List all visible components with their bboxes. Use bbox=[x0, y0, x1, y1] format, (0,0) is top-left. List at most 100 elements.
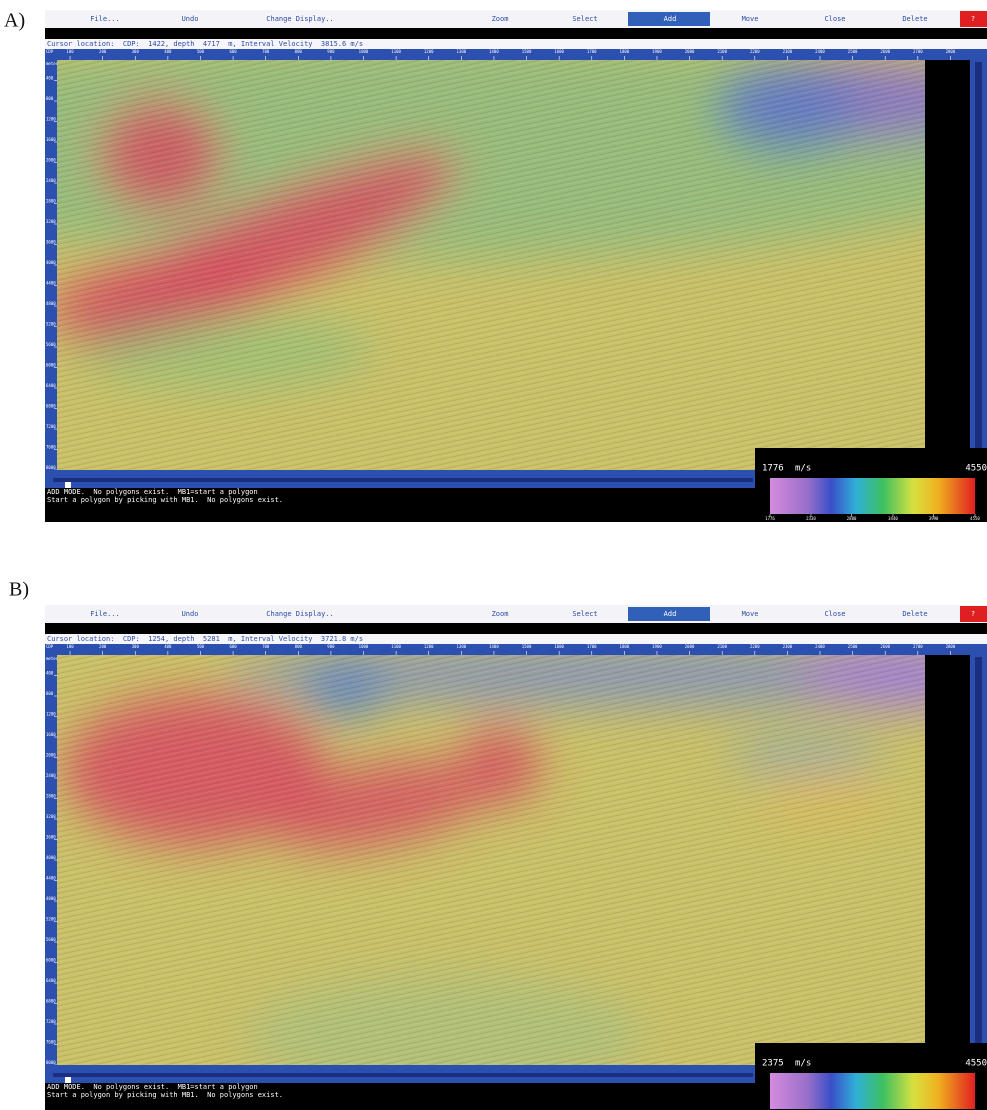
menu-item[interactable]: Close bbox=[824, 610, 845, 618]
cdp-tick-label: 2000 bbox=[685, 49, 695, 54]
colorbar-min: 2375 bbox=[762, 1059, 784, 1069]
depth-tick-label: 3200 bbox=[46, 219, 56, 224]
depth-tick-label: 1200 bbox=[46, 712, 56, 717]
cdp-tick-label: 600 bbox=[229, 644, 237, 649]
depth-tick-label: 5600 bbox=[46, 937, 56, 942]
cdp-tick-label: 2400 bbox=[815, 644, 825, 649]
colorbar-max: 4550 bbox=[965, 464, 987, 474]
colorbar-max: 4550 bbox=[965, 1059, 987, 1069]
cdp-tick-label: 2300 bbox=[783, 644, 793, 649]
cdp-tick-label: 2100 bbox=[717, 644, 727, 649]
seismic-image bbox=[0, 40, 987, 470]
menu-item[interactable]: ? bbox=[971, 610, 975, 618]
depth-tick-label: 2000 bbox=[46, 158, 56, 163]
cdp-tick-label: 1800 bbox=[620, 644, 630, 649]
colorbar-min: 1776 bbox=[762, 464, 784, 474]
scroll-thumb bbox=[975, 62, 982, 486]
status-message: ADD MODE. No polygons exist. MB1=start a… bbox=[47, 1083, 258, 1091]
menu-item[interactable]: Undo bbox=[182, 610, 199, 618]
seismic-reflections bbox=[57, 655, 970, 1065]
colorbar-unit: m/s bbox=[795, 1059, 811, 1069]
depth-tick-label: 1200 bbox=[46, 117, 56, 122]
depth-tick-label: 5200 bbox=[46, 917, 56, 922]
cdp-ruler bbox=[45, 49, 987, 60]
cdp-tick-label: 900 bbox=[327, 49, 335, 54]
cdp-tick-label: 400 bbox=[164, 644, 172, 649]
status-message: Start a polygon by picking with MB1. No … bbox=[47, 1091, 283, 1099]
menu-item[interactable]: File... bbox=[90, 610, 120, 618]
depth-tick-label: 4400 bbox=[46, 876, 56, 881]
cdp-tick-label: 2200 bbox=[750, 49, 760, 54]
cdp-tick-label: 1100 bbox=[391, 49, 401, 54]
depth-tick-label: 3600 bbox=[46, 240, 56, 245]
seismic-reflections bbox=[57, 60, 970, 470]
menu-item[interactable]: Select bbox=[572, 15, 597, 23]
depth-unit: meter bbox=[46, 61, 59, 66]
screenshot-panel: File... Undo Change Display.. Zoom Select Add… bbox=[45, 605, 987, 1110]
menu-item[interactable]: Undo bbox=[182, 15, 199, 23]
colorbar-tick-label: 2330 bbox=[806, 516, 816, 521]
depth-tick-label: 6400 bbox=[46, 383, 56, 388]
panel-label: A) bbox=[4, 10, 25, 32]
cursor-location: Cursor location: CDP: 1254, depth 5281 m… bbox=[47, 635, 363, 643]
depth-tick-label: 7600 bbox=[46, 445, 56, 450]
panel-label: B) bbox=[9, 579, 29, 601]
cursor-location: Cursor location: CDP: 1422, depth 4717 m… bbox=[47, 40, 363, 48]
depth-tick-label: 8000 bbox=[46, 465, 56, 470]
menu-item[interactable]: Delete bbox=[902, 610, 927, 618]
cdp-tick-label: 200 bbox=[99, 49, 107, 54]
depth-tick-label: 1600 bbox=[46, 137, 56, 142]
cdp-tick-label: 500 bbox=[197, 644, 205, 649]
menu-item[interactable]: Delete bbox=[902, 15, 927, 23]
scroll-track bbox=[53, 1073, 753, 1077]
depth-tick-label: 6800 bbox=[46, 404, 56, 409]
cdp-tick-label: 400 bbox=[164, 49, 172, 54]
cdp-tick-label: 300 bbox=[132, 49, 140, 54]
colorbar-tick-label: 1776 bbox=[765, 516, 775, 521]
cdp-label: CDP bbox=[46, 644, 54, 649]
depth-tick-label: 6000 bbox=[46, 363, 56, 368]
cdp-tick-label: 100 bbox=[66, 49, 74, 54]
menu-item[interactable]: Zoom bbox=[492, 610, 509, 618]
cdp-tick-label: 1700 bbox=[587, 644, 597, 649]
page: File... Undo Change Display.. Zoom Select Add… bbox=[0, 0, 987, 1110]
cdp-tick-label: 2300 bbox=[783, 49, 793, 54]
colorbar-tick-label: 3990 bbox=[929, 516, 939, 521]
cdp-tick-label: 2200 bbox=[750, 644, 760, 649]
depth-tick-label: 4400 bbox=[46, 281, 56, 286]
menu-item[interactable]: Move bbox=[742, 15, 759, 23]
depth-tick-label: 7200 bbox=[46, 424, 56, 429]
cdp-tick-label: 1100 bbox=[391, 644, 401, 649]
colorbar bbox=[770, 478, 975, 514]
status-message: Start a polygon by picking with MB1. No … bbox=[47, 496, 283, 504]
cdp-tick-label: 500 bbox=[197, 49, 205, 54]
colorbar bbox=[770, 1073, 975, 1109]
depth-tick-label: 4800 bbox=[46, 301, 56, 306]
cdp-tick-label: 900 bbox=[327, 644, 335, 649]
menu-item[interactable]: Add bbox=[664, 15, 677, 23]
cdp-tick-label: 2800 bbox=[946, 644, 956, 649]
depth-tick-label: 6400 bbox=[46, 978, 56, 983]
menu-item[interactable]: Change Display.. bbox=[266, 610, 333, 618]
cdp-tick-label: 1900 bbox=[652, 644, 662, 649]
screenshot-panel: File... Undo Change Display.. Zoom Select Add… bbox=[0, 10, 987, 522]
depth-tick-label: 4800 bbox=[46, 896, 56, 901]
menu-item[interactable]: Change Display.. bbox=[266, 15, 333, 23]
menu-item[interactable]: File... bbox=[90, 15, 120, 23]
cdp-tick-label: 2700 bbox=[913, 49, 923, 54]
depth-tick-label: 2800 bbox=[46, 794, 56, 799]
menu-item[interactable]: ? bbox=[971, 15, 975, 23]
menu-item[interactable]: Close bbox=[824, 15, 845, 23]
menu-item[interactable]: Move bbox=[742, 610, 759, 618]
menu-item[interactable]: Select bbox=[572, 610, 597, 618]
cdp-tick-label: 2000 bbox=[685, 644, 695, 649]
cdp-tick-label: 2800 bbox=[946, 49, 956, 54]
depth-tick-label: 6000 bbox=[46, 958, 56, 963]
figure: File... Undo Change Display.. Zoom Select Add… bbox=[0, 0, 987, 1110]
depth-tick-label: 2400 bbox=[46, 773, 56, 778]
depth-tick-label: 800 bbox=[46, 691, 54, 696]
menu-item[interactable]: Zoom bbox=[492, 15, 509, 23]
menu-item[interactable]: Add bbox=[664, 610, 677, 618]
cdp-tick-label: 200 bbox=[99, 644, 107, 649]
cdp-tick-label: 1000 bbox=[359, 644, 369, 649]
